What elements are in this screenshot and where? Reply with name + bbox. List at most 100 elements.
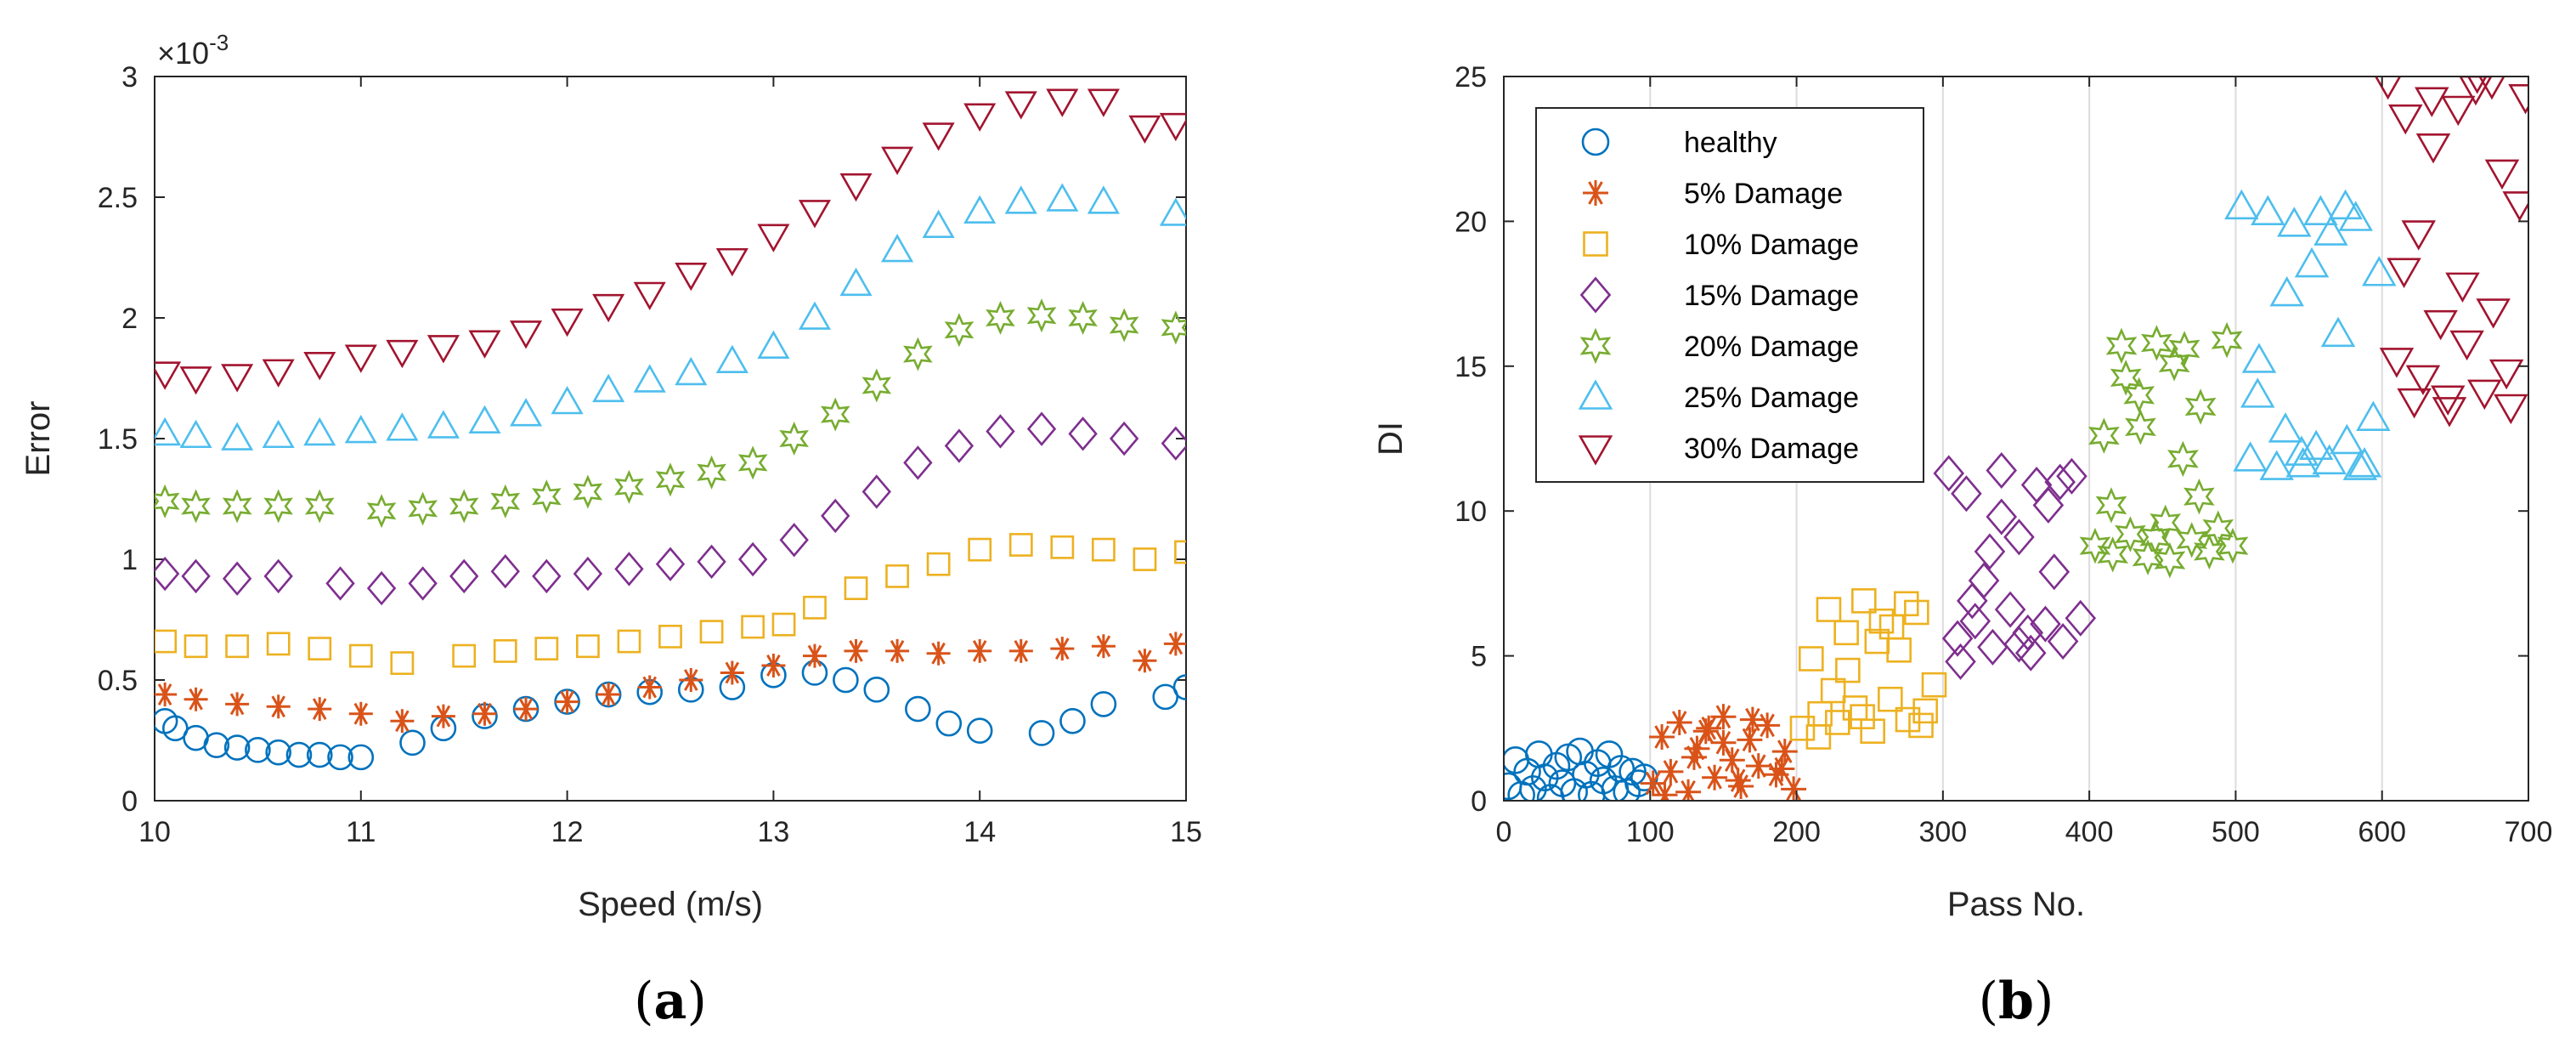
data-point	[1649, 724, 1675, 751]
data-point	[325, 566, 355, 601]
x-axis-label-a: Speed (m/s)	[578, 886, 763, 923]
data-point	[2032, 486, 2065, 524]
data-point	[184, 687, 208, 711]
data-point	[344, 415, 377, 444]
data-point	[390, 709, 415, 734]
series-a	[155, 88, 1186, 771]
data-point	[449, 558, 479, 594]
x-axis-label-b: Pass No.	[1947, 886, 2085, 923]
data-point	[1763, 762, 1789, 788]
data-point	[2095, 487, 2127, 524]
data-point	[2423, 309, 2458, 341]
data-point	[675, 356, 708, 386]
data-point	[1161, 310, 1186, 345]
data-point	[2387, 258, 2421, 288]
data-point	[1974, 533, 2006, 570]
data-point	[881, 146, 914, 175]
legend-marker	[1578, 379, 1613, 410]
data-point	[2397, 388, 2432, 419]
data-point	[1908, 712, 1934, 739]
data-point	[2484, 159, 2520, 190]
exp-times: ×10	[157, 36, 209, 71]
data-point	[472, 701, 497, 726]
data-point	[2338, 201, 2373, 231]
data-point	[2284, 435, 2319, 466]
data-point	[2047, 623, 2079, 660]
series-15pct-damage	[1933, 451, 2097, 680]
data-point	[2269, 275, 2304, 307]
data-point	[2431, 385, 2466, 416]
data-point	[2241, 343, 2277, 373]
series-b	[1504, 76, 2528, 801]
data-point	[386, 339, 419, 369]
data-point	[575, 634, 600, 659]
data-point	[2415, 133, 2451, 164]
data-point	[308, 637, 332, 660]
data-point	[155, 361, 182, 390]
data-point	[2449, 330, 2484, 361]
data-point	[1754, 712, 1781, 739]
series-5pct-damage	[1640, 704, 1807, 801]
data-point	[390, 651, 415, 676]
data-point	[1835, 657, 1861, 683]
data-point	[903, 445, 933, 480]
data-point	[1152, 683, 1179, 711]
data-point	[2233, 441, 2268, 472]
legend-box	[1535, 107, 1924, 483]
data-point	[2432, 397, 2467, 428]
data-point	[203, 732, 230, 758]
data-point	[179, 419, 212, 449]
data-point	[803, 643, 827, 668]
legend-item-25pct-damage: 25% Damage	[1578, 379, 1859, 414]
legend-marker	[1578, 435, 1613, 466]
data-point	[655, 547, 686, 581]
y-tick-label: 0.5	[98, 665, 138, 697]
data-point	[2003, 518, 2035, 556]
series-10pct-damage	[155, 533, 1186, 676]
data-point	[468, 330, 501, 359]
data-point	[1026, 411, 1057, 446]
data-point	[903, 337, 933, 371]
data-point	[2488, 359, 2524, 390]
data-point	[1904, 599, 1929, 626]
data-point	[2374, 76, 2402, 100]
data-point	[399, 729, 426, 756]
data-point	[1008, 638, 1033, 663]
data-point	[1059, 707, 1086, 734]
data-point	[2508, 84, 2528, 115]
data-point	[715, 344, 749, 374]
data-point	[449, 489, 479, 524]
data-point	[633, 364, 666, 393]
legend-marker	[1579, 327, 1612, 365]
ticks-b: 0 100 200 300 400 500 600 700 0 5 10 15 20 25	[1455, 61, 2552, 848]
y-tick-label: 25	[1455, 61, 1487, 94]
plot-area-a	[154, 76, 1187, 802]
data-point	[348, 701, 373, 726]
data-point	[798, 301, 832, 330]
data-point	[2240, 377, 2275, 408]
data-point	[1921, 672, 1947, 698]
data-point	[592, 293, 625, 323]
data-point	[2494, 394, 2528, 425]
data-point	[1640, 770, 1666, 796]
x-tick-label: 100	[1626, 816, 1675, 848]
data-point	[737, 541, 768, 577]
data-point	[1799, 646, 1824, 672]
data-point	[221, 364, 254, 393]
data-point	[1008, 533, 1033, 557]
series-25pct-damage	[2224, 189, 2397, 480]
y-tick-label: 20	[1455, 206, 1487, 238]
x-tick-label: 0	[1496, 816, 1512, 848]
data-point	[1174, 540, 1186, 564]
data-point	[699, 620, 724, 644]
legend-label: 10% Damage	[1684, 229, 1859, 261]
data-point	[509, 320, 543, 349]
legend-item-15pct-damage: 15% Damage	[1579, 276, 1859, 314]
data-point	[1895, 706, 1921, 733]
data-point	[2356, 400, 2391, 431]
data-point	[2298, 429, 2334, 461]
x-tick-label: 15	[1170, 816, 1202, 848]
data-point	[2328, 189, 2363, 220]
data-point	[534, 637, 559, 660]
data-point	[155, 484, 180, 518]
